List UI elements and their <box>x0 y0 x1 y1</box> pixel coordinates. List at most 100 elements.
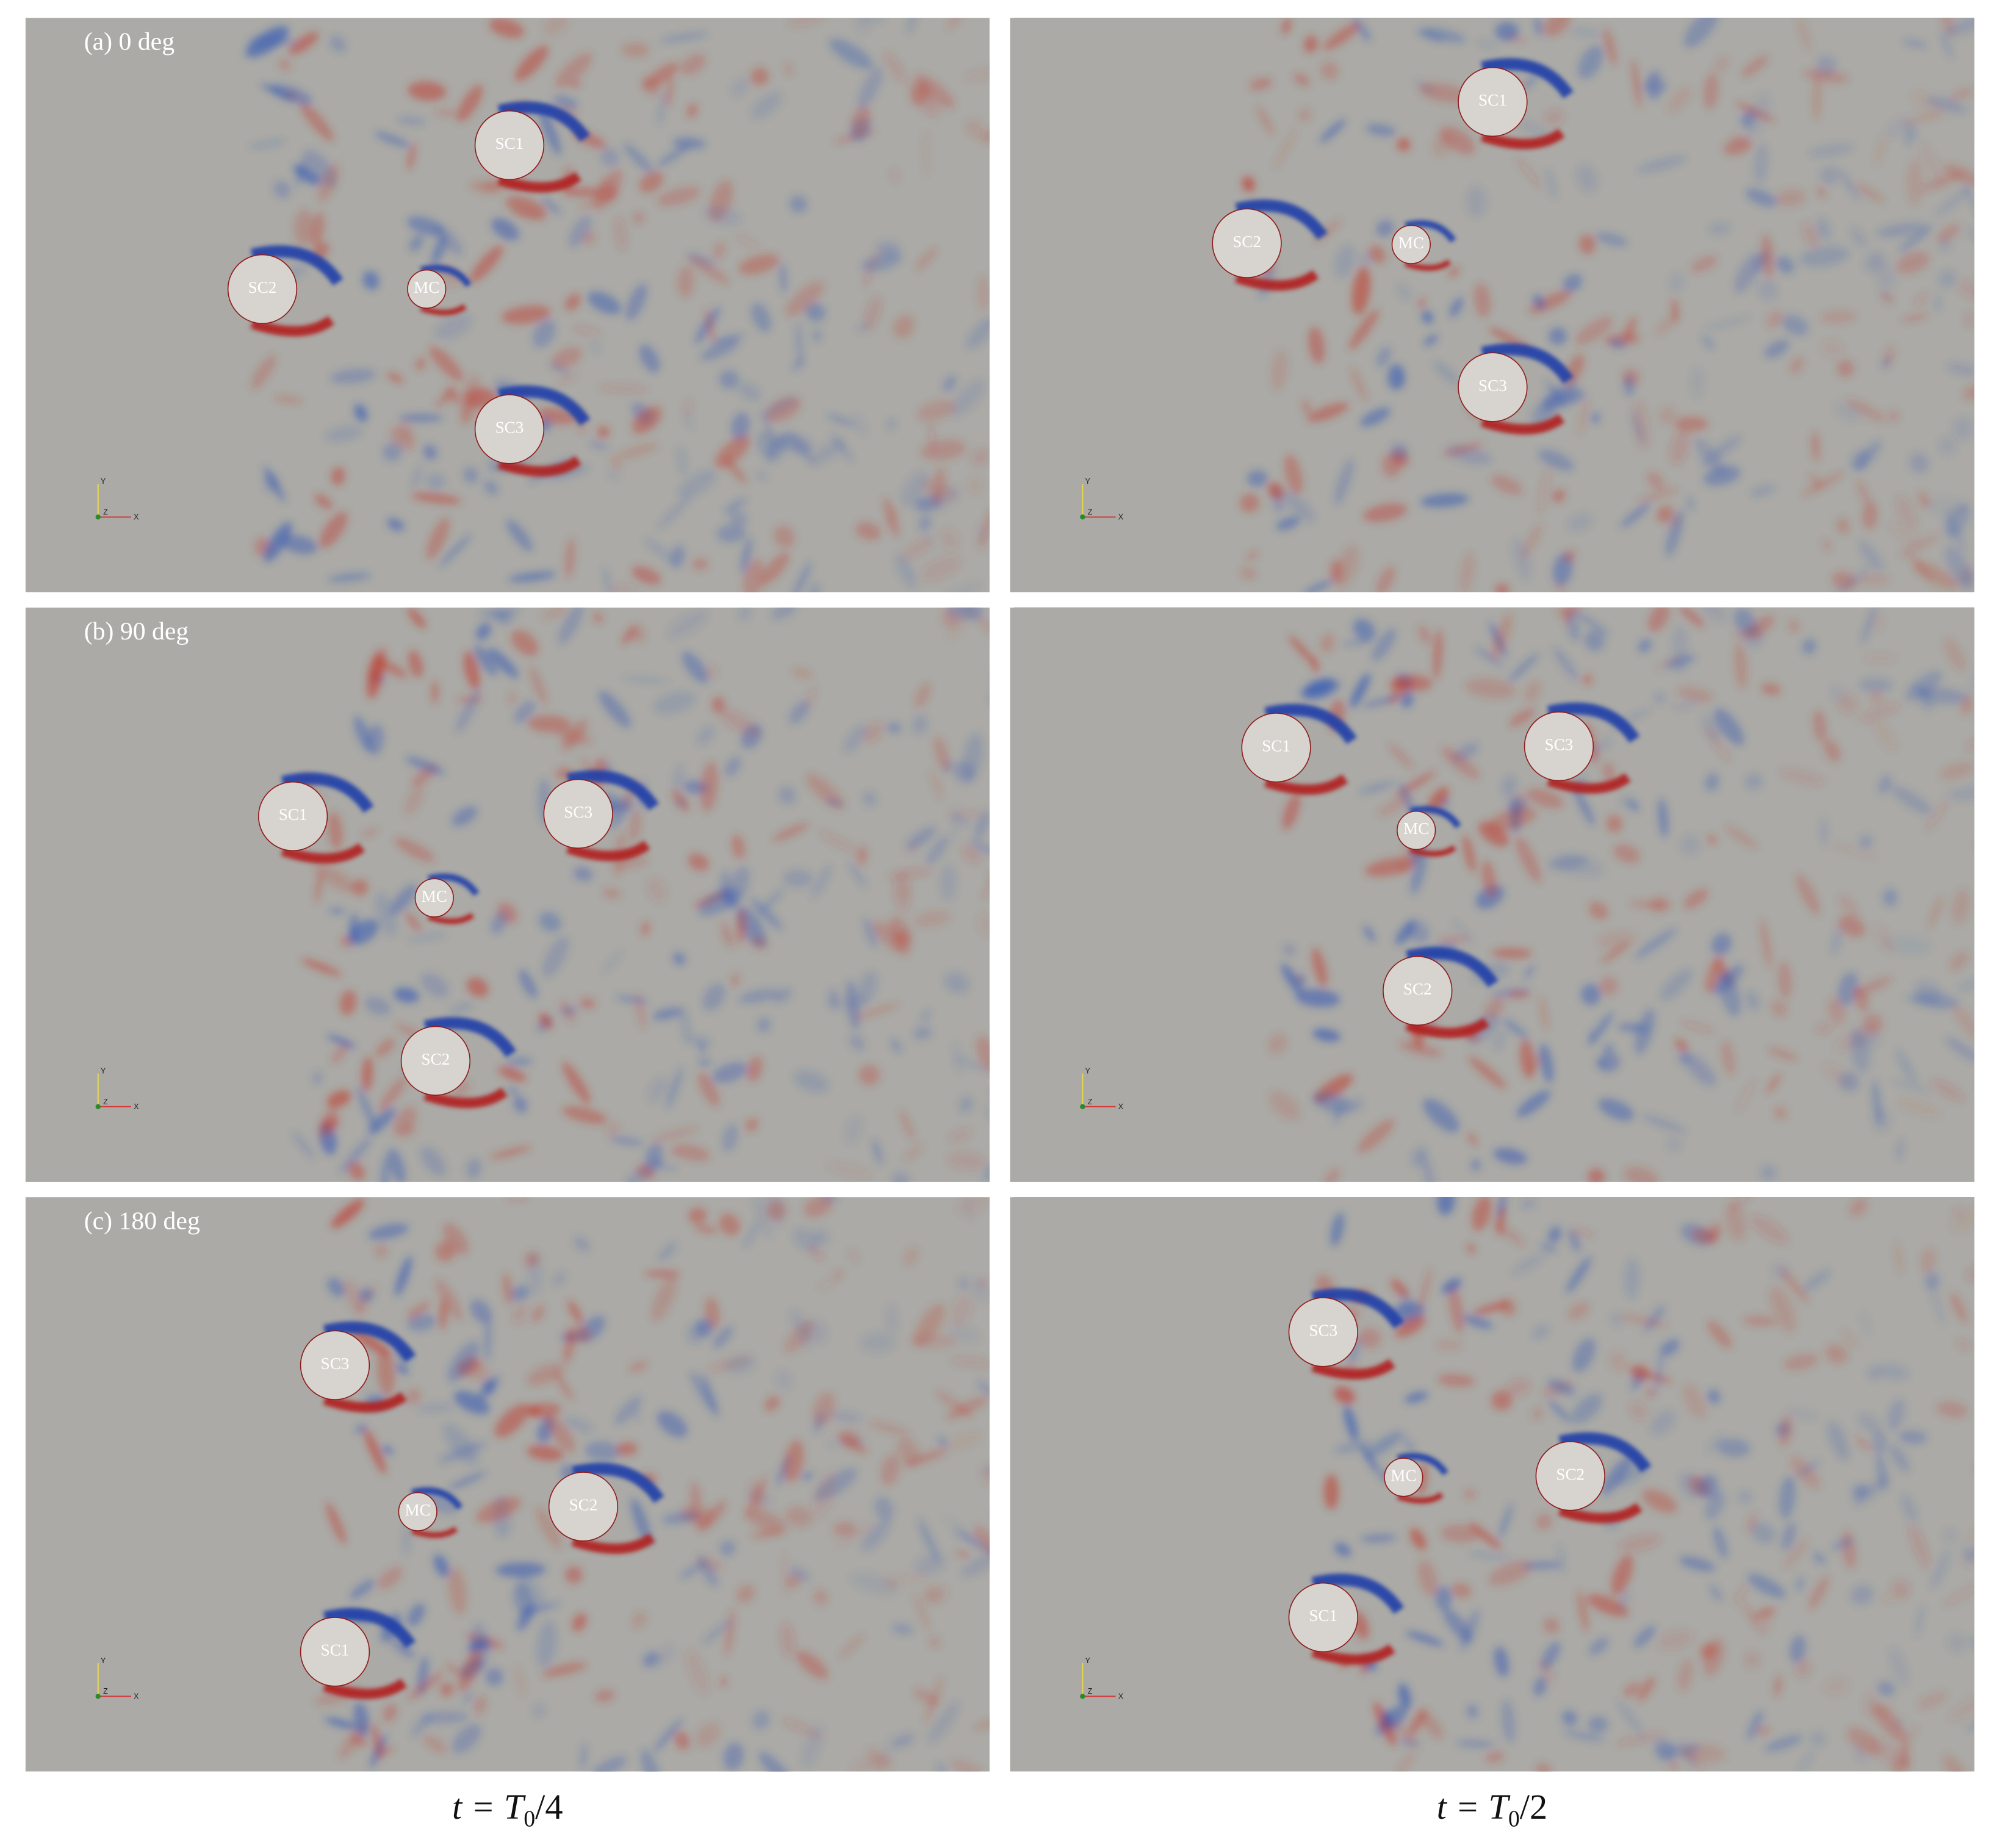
vortex <box>1822 539 1832 552</box>
vortex <box>315 871 322 904</box>
vortex <box>563 1332 575 1364</box>
vortex <box>1713 1526 1728 1559</box>
vortex <box>1794 1658 1812 1678</box>
panel: SC1 SC3 MC SC2 Y Z X (b) 90 deg <box>25 607 990 1182</box>
vortex <box>808 583 821 592</box>
vortex <box>967 476 984 495</box>
vortex <box>1268 1091 1301 1120</box>
vortex <box>1572 1338 1596 1373</box>
cylinder-label: MC <box>1403 819 1429 838</box>
vortex <box>466 977 489 998</box>
vortex <box>433 1554 450 1577</box>
vortex <box>476 623 491 641</box>
vortex <box>1674 416 1708 431</box>
shear-layer <box>1264 774 1348 795</box>
vortex <box>1684 18 1719 48</box>
shear-layer <box>428 873 480 896</box>
vortex <box>1581 983 1601 1005</box>
vortex <box>1852 1484 1868 1498</box>
vortex <box>1334 458 1354 505</box>
vortex <box>780 1622 796 1659</box>
vortex <box>1901 314 1929 322</box>
vortex <box>1883 935 1932 955</box>
vortex <box>913 1592 930 1630</box>
vortex <box>545 1414 575 1453</box>
vortex <box>1963 227 1974 253</box>
vortex <box>688 853 709 871</box>
vortex <box>1512 538 1531 581</box>
cylinder-label: SC1 <box>1309 1606 1337 1625</box>
vortex <box>592 1755 627 1772</box>
vortex <box>408 608 426 629</box>
vortex <box>1951 1004 1974 1042</box>
vortex <box>1683 888 1708 909</box>
vortex <box>1835 565 1873 592</box>
vortex <box>1509 708 1535 727</box>
vortex <box>248 37 298 46</box>
vortex <box>1976 176 1997 212</box>
vortex <box>1974 1310 1997 1345</box>
vortex <box>944 583 982 592</box>
vortex <box>788 700 810 724</box>
vortex <box>536 1620 557 1669</box>
vortex <box>1351 1097 1364 1110</box>
vortex <box>1376 346 1392 367</box>
vortex <box>1988 1219 1994 1249</box>
vortex <box>915 247 938 270</box>
vortex <box>934 736 950 771</box>
vortex <box>660 32 708 42</box>
vortex <box>766 1201 786 1221</box>
vortex <box>1838 170 1861 201</box>
vortex <box>580 998 596 1009</box>
vortex <box>502 1273 513 1305</box>
shear-layer <box>1397 1453 1448 1476</box>
triad-origin <box>1080 514 1085 520</box>
vortex <box>375 892 397 937</box>
vortex <box>827 1162 873 1179</box>
vortex <box>633 1406 641 1422</box>
vortex <box>853 412 867 437</box>
vortex <box>434 314 472 340</box>
vortex <box>1578 397 1589 435</box>
vortex <box>1943 164 1974 186</box>
shear-layer <box>250 245 344 286</box>
cylinder <box>1241 713 1311 783</box>
vortex <box>1434 361 1459 384</box>
vortex <box>1802 221 1819 250</box>
vortex <box>1633 1625 1656 1648</box>
vortex <box>1419 82 1468 103</box>
shear-layer <box>566 770 659 811</box>
vortex <box>1799 246 1849 267</box>
vortex <box>1771 1000 1788 1017</box>
vortex <box>926 835 949 865</box>
vortex <box>939 528 959 551</box>
vortex <box>1976 675 1997 723</box>
cylinder-label: SC3 <box>1309 1321 1337 1340</box>
vortex <box>1917 1692 1948 1709</box>
vortex <box>1358 1328 1381 1348</box>
vortex <box>863 295 882 331</box>
vortex <box>390 884 417 915</box>
cylinder-label: MC <box>422 887 447 905</box>
vortex <box>1691 367 1704 398</box>
vortex <box>1288 635 1316 665</box>
vortex <box>1766 311 1783 329</box>
vortex <box>372 1723 383 1760</box>
vortex <box>657 495 692 529</box>
vortex <box>429 346 464 381</box>
vortex <box>1862 502 1878 530</box>
vortex <box>750 898 783 930</box>
vortex <box>1462 1315 1493 1329</box>
vortex <box>1598 1053 1621 1073</box>
vortex <box>555 729 594 745</box>
vortex <box>1677 1659 1693 1692</box>
vortex <box>893 315 915 339</box>
vortex <box>1617 1700 1645 1738</box>
vortex <box>1646 472 1664 490</box>
vortex <box>1966 1718 1974 1730</box>
vortex <box>1563 549 1576 563</box>
vortex <box>598 384 649 394</box>
shear-layer <box>497 385 591 426</box>
vortex <box>1644 71 1660 92</box>
vortex <box>426 473 445 490</box>
